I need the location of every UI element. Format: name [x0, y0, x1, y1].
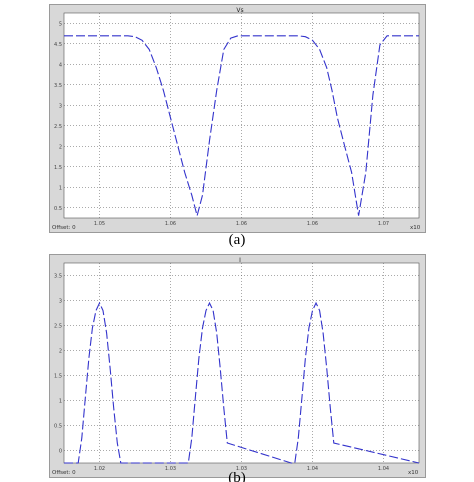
x-tick-label: 1.07: [378, 221, 389, 227]
scope-window-vs: Vs Offset: 0 x10 5 4.5 4 3.5 3 2.5 2 1.5 1 0.5 1.0…: [49, 4, 426, 233]
chart-current: I Offset: 0 x10 3.5 3 2.5 2 1.5 1 0.5 0 1.02 1.03…: [52, 257, 420, 476]
caption-b: (b): [228, 470, 246, 482]
chart-vs: Vs Offset: 0 x10 5 4.5 4 3.5 3 2.5 2 1.5 1 0.5 1.0…: [52, 7, 421, 231]
y-tick-label: 2.5: [54, 324, 62, 330]
x-exponent: x10: [408, 470, 419, 476]
y-tick-label: 3.5: [54, 274, 62, 280]
ticks: 3.5 3 2.5 2 1.5 1 0.5 0 1.02 1.03 1.03 1.04 1.04: [54, 274, 389, 473]
y-tick-label: 0: [59, 449, 62, 455]
y-tick-label: 4: [59, 62, 62, 68]
chart-title: Vs: [236, 7, 243, 14]
series-line: [64, 301, 420, 464]
scope-window-current: I Offset: 0 x10 3.5 3 2.5 2 1.5 1 0.5 0 1.02 1.03…: [49, 254, 426, 478]
y-tick-label: 0.5: [54, 424, 62, 430]
ticks: 5 4.5 4 3.5 3 2.5 2 1.5 1 0.5 1.05 1.06 1.06 1.06 1.07: [54, 21, 389, 227]
x-tick-label: 1.06: [236, 221, 247, 227]
caption-a: (a): [228, 232, 246, 248]
x-tick-label: 1.06: [165, 221, 176, 227]
x-tick-label: 1.04: [378, 466, 389, 472]
x-tick-label: 1.06: [307, 221, 318, 227]
y-tick-label: 1.5: [54, 165, 62, 171]
y-tick-label: 2.5: [54, 124, 62, 130]
grid: [64, 263, 419, 463]
x-exponent: x10: [410, 225, 421, 231]
y-tick-label: 4.5: [54, 42, 62, 48]
x-tick-label: 1.03: [165, 466, 176, 472]
y-tick-label: 5: [59, 21, 62, 27]
x-tick-label: 1.02: [94, 466, 105, 472]
chart-title: I: [239, 257, 241, 264]
y-tick-label: 3: [59, 103, 62, 109]
y-tick-label: 3: [59, 299, 62, 305]
y-tick-label: 2: [59, 144, 62, 150]
y-tick-label: 0.5: [54, 206, 62, 212]
status-text: Offset: 0: [52, 225, 76, 231]
series-line: [64, 35, 419, 218]
grid: [64, 13, 419, 218]
y-tick-label: 1: [59, 185, 62, 191]
x-tick-label: 1.03: [236, 466, 247, 472]
x-tick-label: 1.05: [94, 221, 105, 227]
y-tick-label: 1.5: [54, 374, 62, 380]
y-tick-label: 1: [59, 399, 62, 405]
y-tick-label: 2: [59, 349, 62, 355]
y-tick-label: 3.5: [54, 83, 62, 89]
x-tick-label: 1.04: [307, 466, 318, 472]
status-text: Offset: 0: [52, 470, 76, 476]
